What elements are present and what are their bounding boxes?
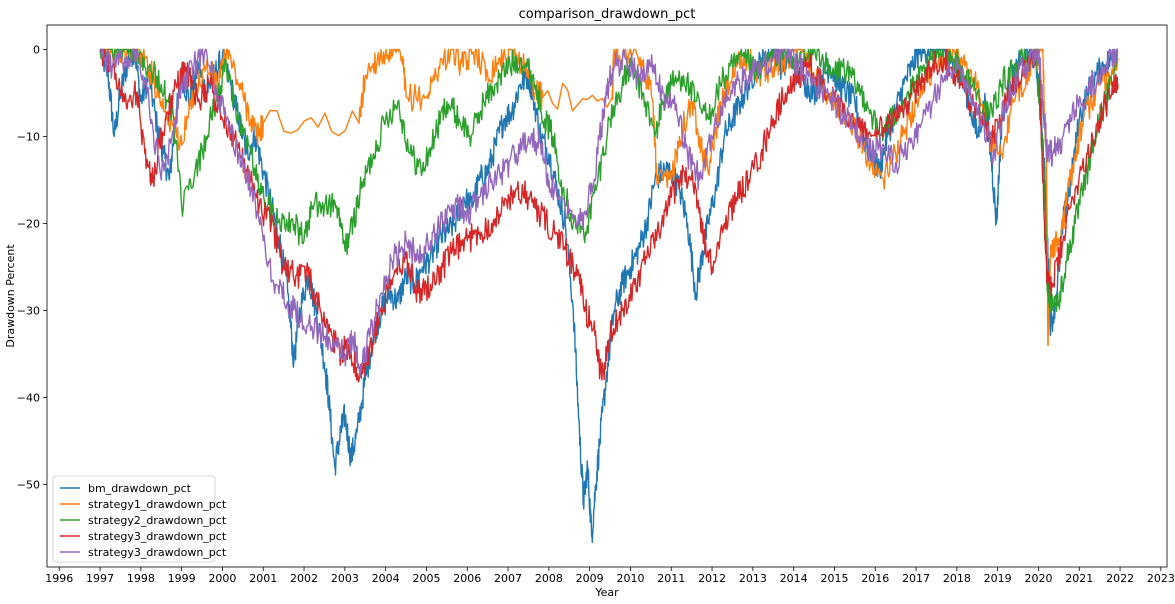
x-tick-label: 2005 (412, 572, 440, 585)
chart-title: comparison_drawdown_pct (519, 7, 696, 22)
x-tick-label: 2006 (453, 572, 481, 585)
y-tick-label: −50 (17, 478, 40, 491)
legend: bm_drawdown_pct strategy1_drawdown_pctstr… (52, 475, 227, 563)
x-tick-label: 2013 (739, 572, 767, 585)
y-axis-label: Drawdown Percent (4, 244, 17, 348)
x-tick-label: 2016 (861, 572, 889, 585)
x-tick-label: 2004 (372, 572, 400, 585)
legend-label: strategy3_drawdown_pct (88, 530, 227, 543)
series-line-2 (99, 48, 1117, 314)
y-tick-label: −10 (17, 130, 40, 143)
series-line-3 (99, 48, 1119, 383)
y-tick-label: 0 (33, 43, 40, 56)
x-tick-label: 1996 (45, 572, 73, 585)
x-tick-label: 2022 (1106, 572, 1134, 585)
x-tick-label: 2018 (943, 572, 971, 585)
x-axis-label: Year (594, 586, 619, 599)
x-tick-label: 2023 (1147, 572, 1175, 585)
legend-label: strategy2_drawdown_pct (88, 514, 227, 527)
x-tick-label: 2020 (1024, 572, 1052, 585)
y-tick-label: −30 (17, 304, 40, 317)
x-tick-label: 2021 (1065, 572, 1093, 585)
legend-label: strategy1_drawdown_pct (88, 498, 227, 511)
x-tick-label: 2009 (576, 572, 604, 585)
x-tick-label: 2001 (249, 572, 277, 585)
legend-label: bm_drawdown_pct (88, 482, 192, 495)
x-tick-label: 2000 (208, 572, 236, 585)
y-tick-label: −40 (17, 391, 40, 404)
x-tick-label: 2015 (820, 572, 848, 585)
x-tick-label: 1999 (168, 572, 196, 585)
y-tick-label: −20 (17, 217, 40, 230)
y-axis-ticks: 0 −10 −20 −30 −40 −50 (17, 43, 47, 491)
x-axis-ticks: 1996 1997 1998 1999 2000 2001 2002 2003 2004 2005… (45, 567, 1175, 585)
x-tick-label: 2012 (698, 572, 726, 585)
x-tick-label: 1997 (86, 572, 114, 585)
x-tick-label: 2019 (984, 572, 1012, 585)
x-tick-label: 2003 (331, 572, 359, 585)
legend-label: strategy3_drawdown_pct (88, 546, 227, 559)
legend-box (52, 475, 216, 563)
x-tick-label: 1998 (127, 572, 155, 585)
x-tick-label: 2014 (780, 572, 808, 585)
series-line-1 (100, 48, 1119, 347)
x-tick-label: 2002 (290, 572, 318, 585)
x-tick-label: 2010 (616, 572, 644, 585)
x-tick-label: 2007 (494, 572, 522, 585)
x-tick-label: 2017 (902, 572, 930, 585)
x-tick-label: 2008 (535, 572, 563, 585)
x-tick-label: 2011 (657, 572, 685, 585)
series-lines (99, 48, 1119, 544)
series-line-4 (100, 48, 1119, 379)
